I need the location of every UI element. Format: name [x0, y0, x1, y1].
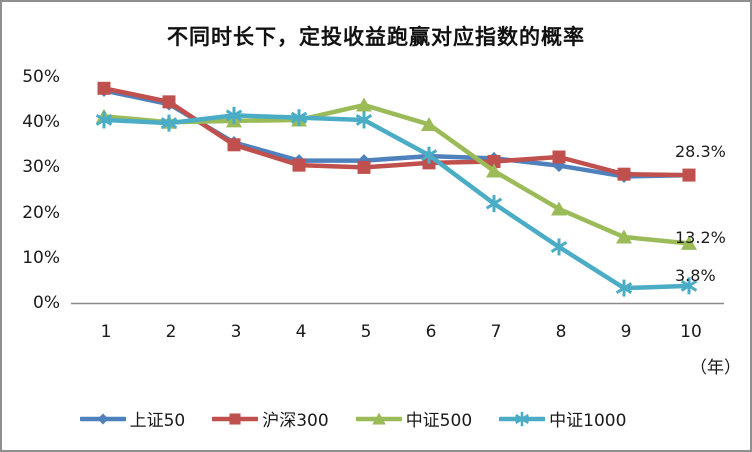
square-marker	[292, 158, 306, 172]
legend-item-中证1000: 中证1000	[499, 406, 626, 431]
y-tick-label: 0%	[33, 293, 60, 313]
y-tick-label: 50%	[22, 67, 60, 87]
x-tick-label: 10	[680, 322, 702, 342]
triangle-marker	[486, 163, 502, 178]
legend: 上证50 沪深300 中证500 中证1000	[2, 406, 750, 431]
legend-item-上证50: 上证50	[79, 406, 186, 431]
asterisk-marker	[355, 111, 373, 129]
asterisk-marker	[290, 109, 308, 127]
x-axis-unit-label: （年）	[690, 358, 741, 378]
asterisk-marker	[615, 279, 633, 297]
x-tick-label: 6	[425, 322, 437, 342]
asterisk-marker	[550, 238, 568, 256]
data-label: 13.2%	[675, 228, 726, 248]
triangle-marker	[616, 229, 632, 244]
triangle-marker	[371, 412, 386, 425]
diamond-marker	[97, 412, 109, 425]
square-marker	[682, 168, 696, 182]
chart-title: 不同时长下，定投收益跑赢对应指数的概率	[167, 25, 585, 49]
series-line-中证1000	[101, 113, 692, 291]
y-tick-label: 40%	[22, 112, 60, 133]
legend-label: 沪深300	[262, 411, 329, 431]
asterisk-marker	[680, 277, 698, 295]
x-tick-label: 7	[490, 322, 502, 342]
x-tick-label: 8	[555, 322, 567, 342]
data-label: 3.8%	[675, 265, 716, 285]
asterisk-marker	[485, 195, 503, 213]
legend-label: 上证50	[129, 411, 186, 431]
legend-item-沪深300: 沪深300	[212, 406, 329, 431]
x-tick-label: 3	[230, 322, 242, 342]
x-tick-label: 9	[620, 322, 632, 342]
square-marker	[97, 81, 111, 95]
legend-label: 中证500	[405, 411, 473, 431]
legend-label: 中证1000	[549, 411, 627, 431]
y-tick-label: 30%	[22, 157, 60, 178]
square-marker	[227, 138, 241, 152]
y-tick-label: 20%	[22, 202, 60, 223]
asterisk-marker	[160, 114, 178, 132]
asterisk-marker	[95, 111, 113, 129]
asterisk-legend-key-icon	[499, 411, 546, 426]
diamond-legend-key-icon	[79, 412, 126, 425]
x-tick-label: 2	[165, 322, 177, 342]
square-marker	[162, 95, 176, 109]
square-marker	[229, 412, 241, 425]
x-tick-label: 1	[100, 322, 112, 342]
square-marker	[487, 155, 501, 169]
y-tick-label: 10%	[22, 247, 60, 268]
x-tick-label: 4	[295, 322, 307, 342]
asterisk-marker	[515, 411, 530, 426]
triangle-legend-key-icon	[355, 412, 402, 425]
triangle-marker	[356, 97, 372, 112]
legend-item-中证500: 中证500	[355, 406, 473, 431]
x-tick-label: 5	[360, 322, 372, 342]
square-marker	[552, 150, 566, 164]
asterisk-marker	[420, 146, 438, 164]
triangle-marker	[681, 235, 697, 250]
data-label: 28.3%	[675, 142, 726, 162]
square-marker	[617, 167, 631, 181]
square-legend-key-icon	[212, 412, 259, 425]
triangle-marker	[551, 201, 567, 216]
series-line-沪深300	[101, 86, 692, 178]
asterisk-marker	[225, 106, 243, 124]
square-marker	[357, 160, 371, 174]
triangle-marker	[421, 116, 437, 131]
